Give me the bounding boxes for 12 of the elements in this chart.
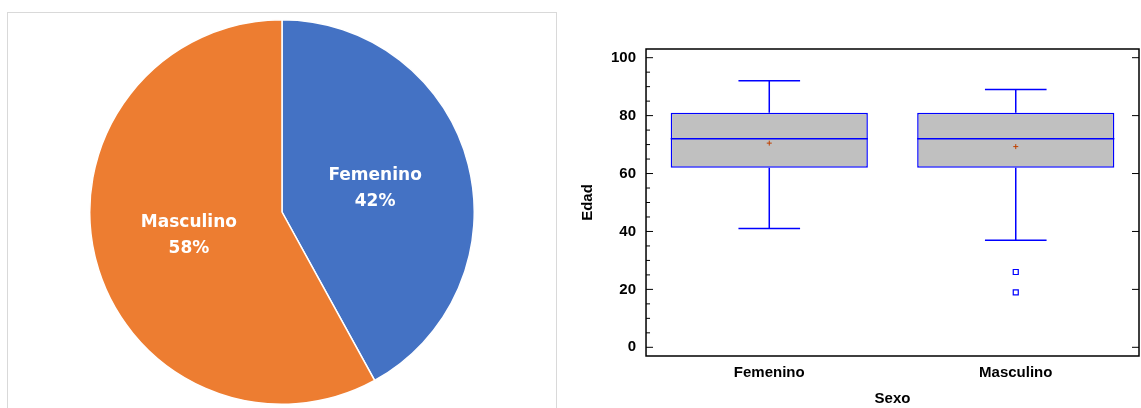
y-axis-title: Edad — [578, 184, 596, 221]
y-tick-label: 80 — [619, 105, 637, 123]
data-label: 58% — [168, 237, 210, 258]
y-tick-label: 0 — [627, 337, 637, 355]
data-label: 42% — [354, 189, 396, 210]
y-tick-label: 100 — [611, 47, 637, 65]
x-axis-title: Sexo — [874, 389, 911, 407]
y-tick-label: 60 — [619, 163, 637, 181]
slice-label: Femenino — [328, 163, 422, 184]
slice-label: Masculino — [140, 211, 237, 232]
y-tick-label: 20 — [619, 279, 637, 297]
y-tick-label: 40 — [619, 221, 637, 239]
